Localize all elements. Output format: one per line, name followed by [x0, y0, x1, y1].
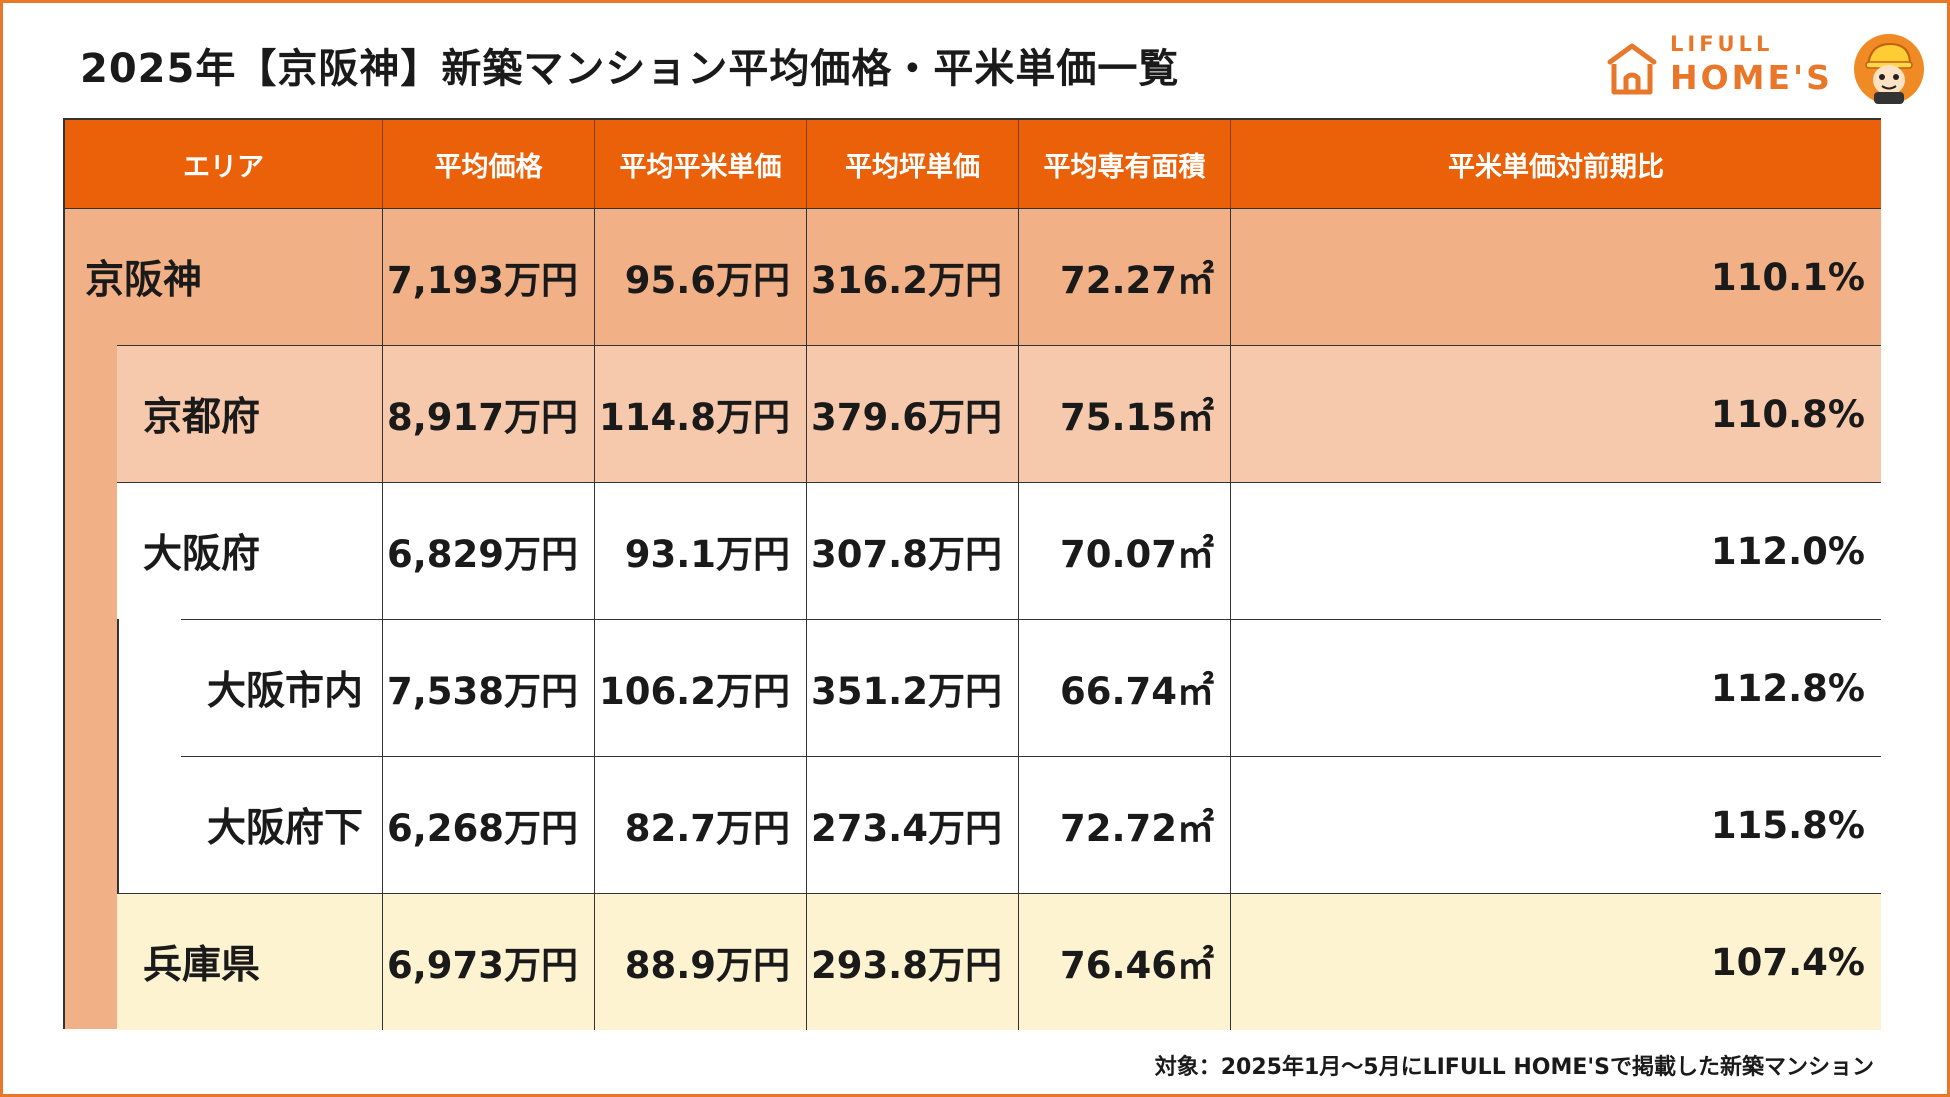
house-icon — [1607, 43, 1657, 95]
cell-size: 66.74㎡ — [1019, 619, 1231, 756]
cell-ratio: 107.4% — [1231, 893, 1881, 1030]
header-avg-sqm-price: 平均平米単価 — [595, 120, 807, 208]
area-label: 大阪府 — [143, 532, 261, 577]
area-cell-kyoto: 京都府 — [117, 345, 383, 482]
cell-sqm-price: 88.9万円 — [595, 893, 807, 1030]
logo-text-big: HOME'S — [1670, 58, 1833, 97]
cell-price: 6,973万円 — [383, 893, 595, 1030]
area-cell-hyogo: 兵庫県 — [117, 893, 383, 1030]
brand-logo: LIFULL HOME'S — [1598, 32, 1928, 108]
cell-tsubo-price: 316.2万円 — [807, 208, 1019, 345]
cell-ratio: 110.1% — [1231, 208, 1881, 345]
cell-size: 76.46㎡ — [1019, 893, 1231, 1030]
logo-text-small: LIFULL — [1670, 32, 1774, 56]
cell-price: 7,538万円 — [383, 619, 595, 756]
area-cell-keihanshin: 京阪神 — [65, 208, 383, 345]
cell-size: 72.27㎡ — [1019, 208, 1231, 345]
keihanshin-group-divider — [117, 345, 119, 1029]
footnote: 対象：2025年1月〜5月にLIFULL HOME'Sで掲載した新築マンション — [1154, 1055, 1874, 1080]
cell-sqm-price: 93.1万円 — [595, 482, 807, 619]
cell-tsubo-price: 351.2万円 — [807, 619, 1019, 756]
cell-size: 72.72㎡ — [1019, 756, 1231, 893]
header-avg-price: 平均価格 — [383, 120, 595, 208]
cell-sqm-price: 106.2万円 — [595, 619, 807, 756]
cell-ratio: 110.8% — [1231, 345, 1881, 482]
price-table: エリア 平均価格 平均平米単価 平均坪単価 平均専有面積 平米単価対前期比 京阪… — [63, 118, 1881, 1030]
area-cell-osaka-city: 大阪市内 — [181, 619, 383, 756]
area-label: 京阪神 — [85, 258, 203, 303]
area-cell-osaka-pref-outskirts: 大阪府下 — [181, 756, 383, 893]
cell-price: 8,917万円 — [383, 345, 595, 482]
area-label: 京都府 — [143, 395, 261, 440]
cell-price: 6,829万円 — [383, 482, 595, 619]
header-sqm-price-ratio: 平米単価対前期比 — [1231, 120, 1881, 208]
cell-tsubo-price: 307.8万円 — [807, 482, 1019, 619]
cell-tsubo-price: 293.8万円 — [807, 893, 1019, 1030]
cell-ratio: 115.8% — [1231, 756, 1881, 893]
cell-tsubo-price: 379.6万円 — [807, 345, 1019, 482]
cell-price: 7,193万円 — [383, 208, 595, 345]
area-label: 大阪市内 — [207, 669, 364, 714]
area-cell-osaka: 大阪府 — [117, 482, 383, 619]
cell-size: 75.15㎡ — [1019, 345, 1231, 482]
cell-tsubo-price: 273.4万円 — [807, 756, 1019, 893]
page-title: 2025年【京阪神】新築マンション平均価格・平米単価一覧 — [80, 46, 1180, 92]
header-avg-tsubo-price: 平均坪単価 — [807, 120, 1019, 208]
cell-sqm-price: 95.6万円 — [595, 208, 807, 345]
area-label: 大阪府下 — [207, 806, 364, 851]
mascot-icon — [1854, 34, 1924, 104]
cell-price: 6,268万円 — [383, 756, 595, 893]
area-label: 兵庫県 — [143, 943, 261, 988]
header-area: エリア — [65, 120, 383, 208]
logo-wordmark: LIFULL HOME'S — [1670, 32, 1833, 97]
cell-sqm-price: 114.8万円 — [595, 345, 807, 482]
cell-ratio: 112.8% — [1231, 619, 1881, 756]
cell-size: 70.07㎡ — [1019, 482, 1231, 619]
cell-ratio: 112.0% — [1231, 482, 1881, 619]
cell-sqm-price: 82.7万円 — [595, 756, 807, 893]
header-avg-size: 平均専有面積 — [1019, 120, 1231, 208]
